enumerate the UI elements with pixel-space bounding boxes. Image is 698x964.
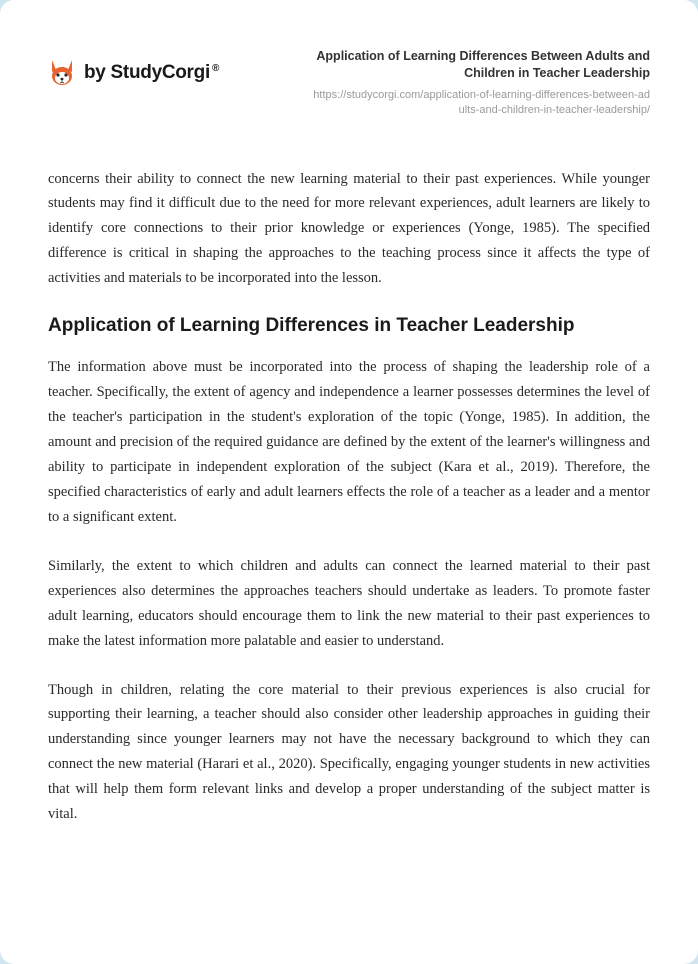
section-heading: Application of Learning Differences in T… [48,315,650,337]
corgi-icon [48,58,76,88]
title-block: Application of Learning Differences Betw… [310,48,650,119]
logo-text: by StudyCorgi® [84,62,219,84]
page-header: by StudyCorgi® Application of Learning D… [48,48,650,119]
logo-label: by StudyCorgi [84,62,210,83]
document-url: https://studycorgi.com/application-of-le… [310,88,650,119]
document-page: by StudyCorgi® Application of Learning D… [0,0,698,964]
paragraph-2: The information above must be incorporat… [48,355,650,530]
paragraph-3: Similarly, the extent to which children … [48,554,650,654]
paragraph-1: concerns their ability to connect the ne… [48,167,650,292]
registered-mark: ® [212,63,219,74]
logo-block: by StudyCorgi® [48,48,219,88]
paragraph-4: Though in children, relating the core ma… [48,678,650,828]
document-title: Application of Learning Differences Betw… [310,48,650,82]
